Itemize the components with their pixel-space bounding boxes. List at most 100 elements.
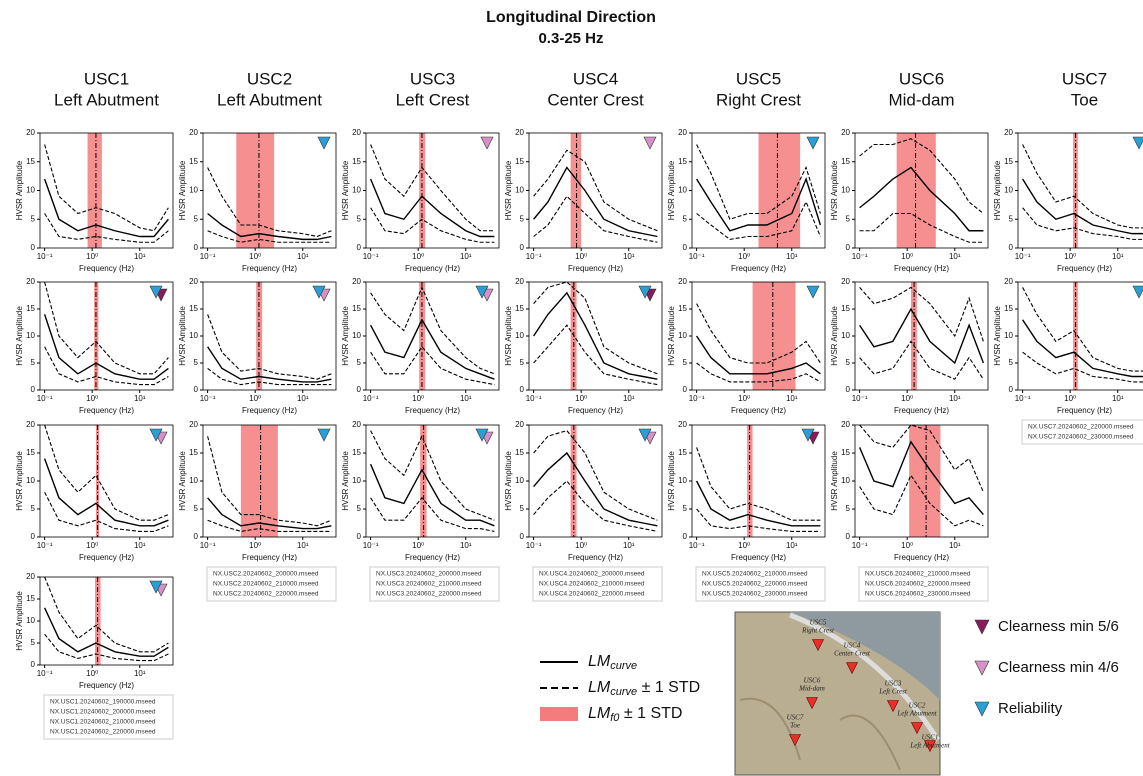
x-tick-label: 10⁰ (738, 541, 750, 550)
y-tick-label: 10 (352, 476, 361, 485)
std-lower-curve (533, 195, 658, 243)
station-location: Center Crest (547, 90, 644, 109)
x-tick-label: 10¹ (297, 394, 309, 403)
x-tick-label: 10⁰ (249, 541, 261, 550)
station-name: USC3 (410, 69, 455, 88)
axes-frame (39, 132, 174, 249)
y-tick-label: 10 (26, 186, 35, 195)
y-tick-label: 20 (189, 277, 198, 286)
file-name: NX.USC5.20240602_210000.mseed (702, 571, 808, 578)
y-tick-label: 20 (26, 128, 35, 137)
x-tick-label: 10¹ (949, 252, 961, 261)
f0-band (747, 425, 753, 537)
f0-band (570, 133, 582, 248)
y-axis-label: HVSR Amplitude (178, 451, 187, 511)
y-tick-label: 10 (841, 186, 850, 195)
x-tick-label: 10⁻¹ (37, 394, 53, 403)
y-tick-label: 5 (1009, 214, 1014, 223)
y-tick-label: 15 (678, 448, 687, 457)
file-name: NX.USC7.20240602_220000.mseed (1028, 424, 1134, 431)
x-axis-label: Frequency (Hz) (1057, 406, 1112, 415)
x-tick-label: 10⁰ (249, 394, 261, 403)
y-tick-label: 20 (1004, 277, 1013, 286)
y-tick-label: 10 (189, 186, 198, 195)
y-tick-label: 0 (194, 385, 199, 394)
file-name: NX.USC2.20240602_210000.mseed (213, 581, 319, 588)
x-tick-label: 10⁰ (575, 541, 587, 550)
mean-curve (369, 178, 495, 238)
y-tick-label: 0 (31, 385, 36, 394)
criteria-badge (475, 285, 489, 299)
y-tick-label: 15 (1004, 157, 1013, 166)
x-tick-label: 10⁰ (575, 252, 587, 261)
axes-frame (202, 281, 337, 391)
y-axis-label: HVSR Amplitude (15, 451, 24, 511)
x-tick-label: 10⁰ (1064, 252, 1076, 261)
y-tick-label: 5 (357, 358, 362, 367)
y-tick-label: 0 (357, 243, 362, 252)
mean-curve (207, 497, 332, 530)
y-tick-label: 20 (515, 128, 524, 137)
criteria-badge (643, 136, 657, 150)
x-axis-label: Frequency (Hz) (79, 264, 134, 273)
mean-curve (533, 451, 658, 527)
criteria-badge (638, 285, 652, 299)
station-name: USC4 (573, 69, 618, 88)
y-tick-label: 5 (846, 504, 851, 513)
std-lower-curve (859, 340, 984, 380)
y-tick-label: 5 (194, 358, 199, 367)
legend-label: LMcurve ± 1 STD (588, 679, 700, 698)
std-upper-curve (1022, 144, 1143, 229)
x-tick-label: 10⁻¹ (526, 541, 542, 550)
std-upper-curve (207, 167, 332, 238)
std-upper-curve (1022, 287, 1143, 372)
x-tick-label: 10¹ (786, 252, 798, 261)
std-lower-curve (533, 324, 658, 386)
std-lower-curve (370, 345, 495, 386)
x-tick-label: 10⁰ (412, 394, 424, 403)
legend-text: LM (588, 705, 611, 722)
criteria-badge (1132, 136, 1143, 150)
std-upper-curve (207, 314, 332, 380)
x-axis-label: Frequency (Hz) (894, 553, 949, 562)
y-tick-label: 10 (515, 186, 524, 195)
std-lower-curve (44, 633, 169, 662)
map-station-name: USC7 (787, 714, 804, 722)
std-lower-curve (696, 200, 821, 240)
y-tick-label: 15 (189, 448, 198, 457)
legend-text: LM (588, 679, 611, 696)
y-axis-label: HVSR Amplitude (15, 591, 24, 651)
y-tick-label: 10 (678, 186, 687, 195)
y-axis-label: HVSR Amplitude (993, 160, 1002, 220)
x-tick-label: 10¹ (786, 394, 798, 403)
y-axis-label: HVSR Amplitude (341, 306, 350, 366)
y-tick-label: 15 (841, 448, 850, 457)
file-name: NX.USC3.20240602_210000.mseed (376, 581, 482, 588)
criteria-badge (149, 285, 163, 299)
y-tick-label: 15 (352, 157, 361, 166)
y-tick-label: 20 (678, 128, 687, 137)
x-tick-label: 10¹ (134, 669, 146, 678)
badge-legend-marker (974, 619, 990, 635)
y-tick-label: 5 (683, 214, 688, 223)
file-name: NX.USC1.20240602_210000.mseed (50, 719, 156, 726)
mean-curve (1022, 319, 1143, 378)
map-station-marker (887, 700, 899, 713)
criteria-badge (806, 285, 820, 299)
y-tick-label: 10 (515, 476, 524, 485)
y-tick-label: 5 (846, 358, 851, 367)
x-axis-label: Frequency (Hz) (405, 264, 460, 273)
x-axis-label: Frequency (Hz) (731, 406, 786, 415)
std-lower-curve (44, 213, 169, 243)
y-tick-label: 10 (841, 476, 850, 485)
y-tick-label: 5 (31, 358, 36, 367)
y-axis-label: HVSR Amplitude (178, 306, 187, 366)
y-tick-label: 10 (26, 616, 35, 625)
